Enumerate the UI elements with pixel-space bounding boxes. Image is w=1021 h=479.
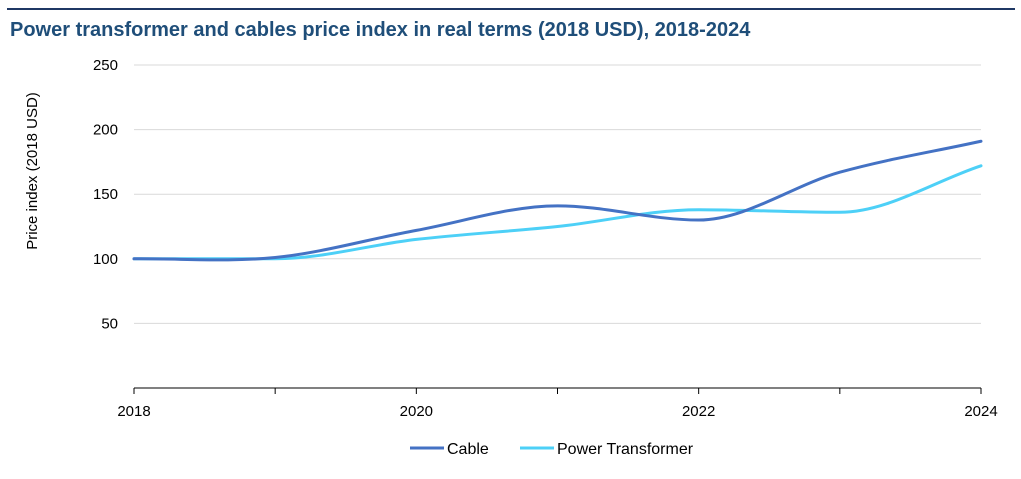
x-tick-label: 2022 xyxy=(682,403,715,420)
y-axis-ticks: 50 100 150 200 250 xyxy=(93,57,118,332)
gridlines xyxy=(134,64,981,324)
y-tick-label: 200 xyxy=(93,122,118,139)
series-lines xyxy=(132,139,983,262)
legend-label-cable: Cable xyxy=(447,441,489,458)
series-line-power-transformer xyxy=(132,164,983,261)
top-rule xyxy=(7,8,1015,10)
y-axis-label: Price index (2018 USD) xyxy=(24,92,41,250)
legend: Cable Power Transformer xyxy=(410,441,694,458)
y-tick-label: 100 xyxy=(93,251,118,268)
x-axis-ticks: 2018 2020 2022 2024 xyxy=(117,403,997,420)
series-line-cable xyxy=(132,139,983,262)
x-tick-label: 2024 xyxy=(964,403,997,420)
chart-title: Power transformer and cables price index… xyxy=(10,19,751,41)
y-tick-label: 150 xyxy=(93,186,118,203)
x-tick-label: 2020 xyxy=(400,403,433,420)
y-tick-label: 50 xyxy=(101,315,118,332)
x-tick-label: 2018 xyxy=(117,403,150,420)
x-axis xyxy=(133,387,982,394)
legend-label-power-transformer: Power Transformer xyxy=(557,441,694,458)
y-tick-label: 250 xyxy=(93,57,118,74)
